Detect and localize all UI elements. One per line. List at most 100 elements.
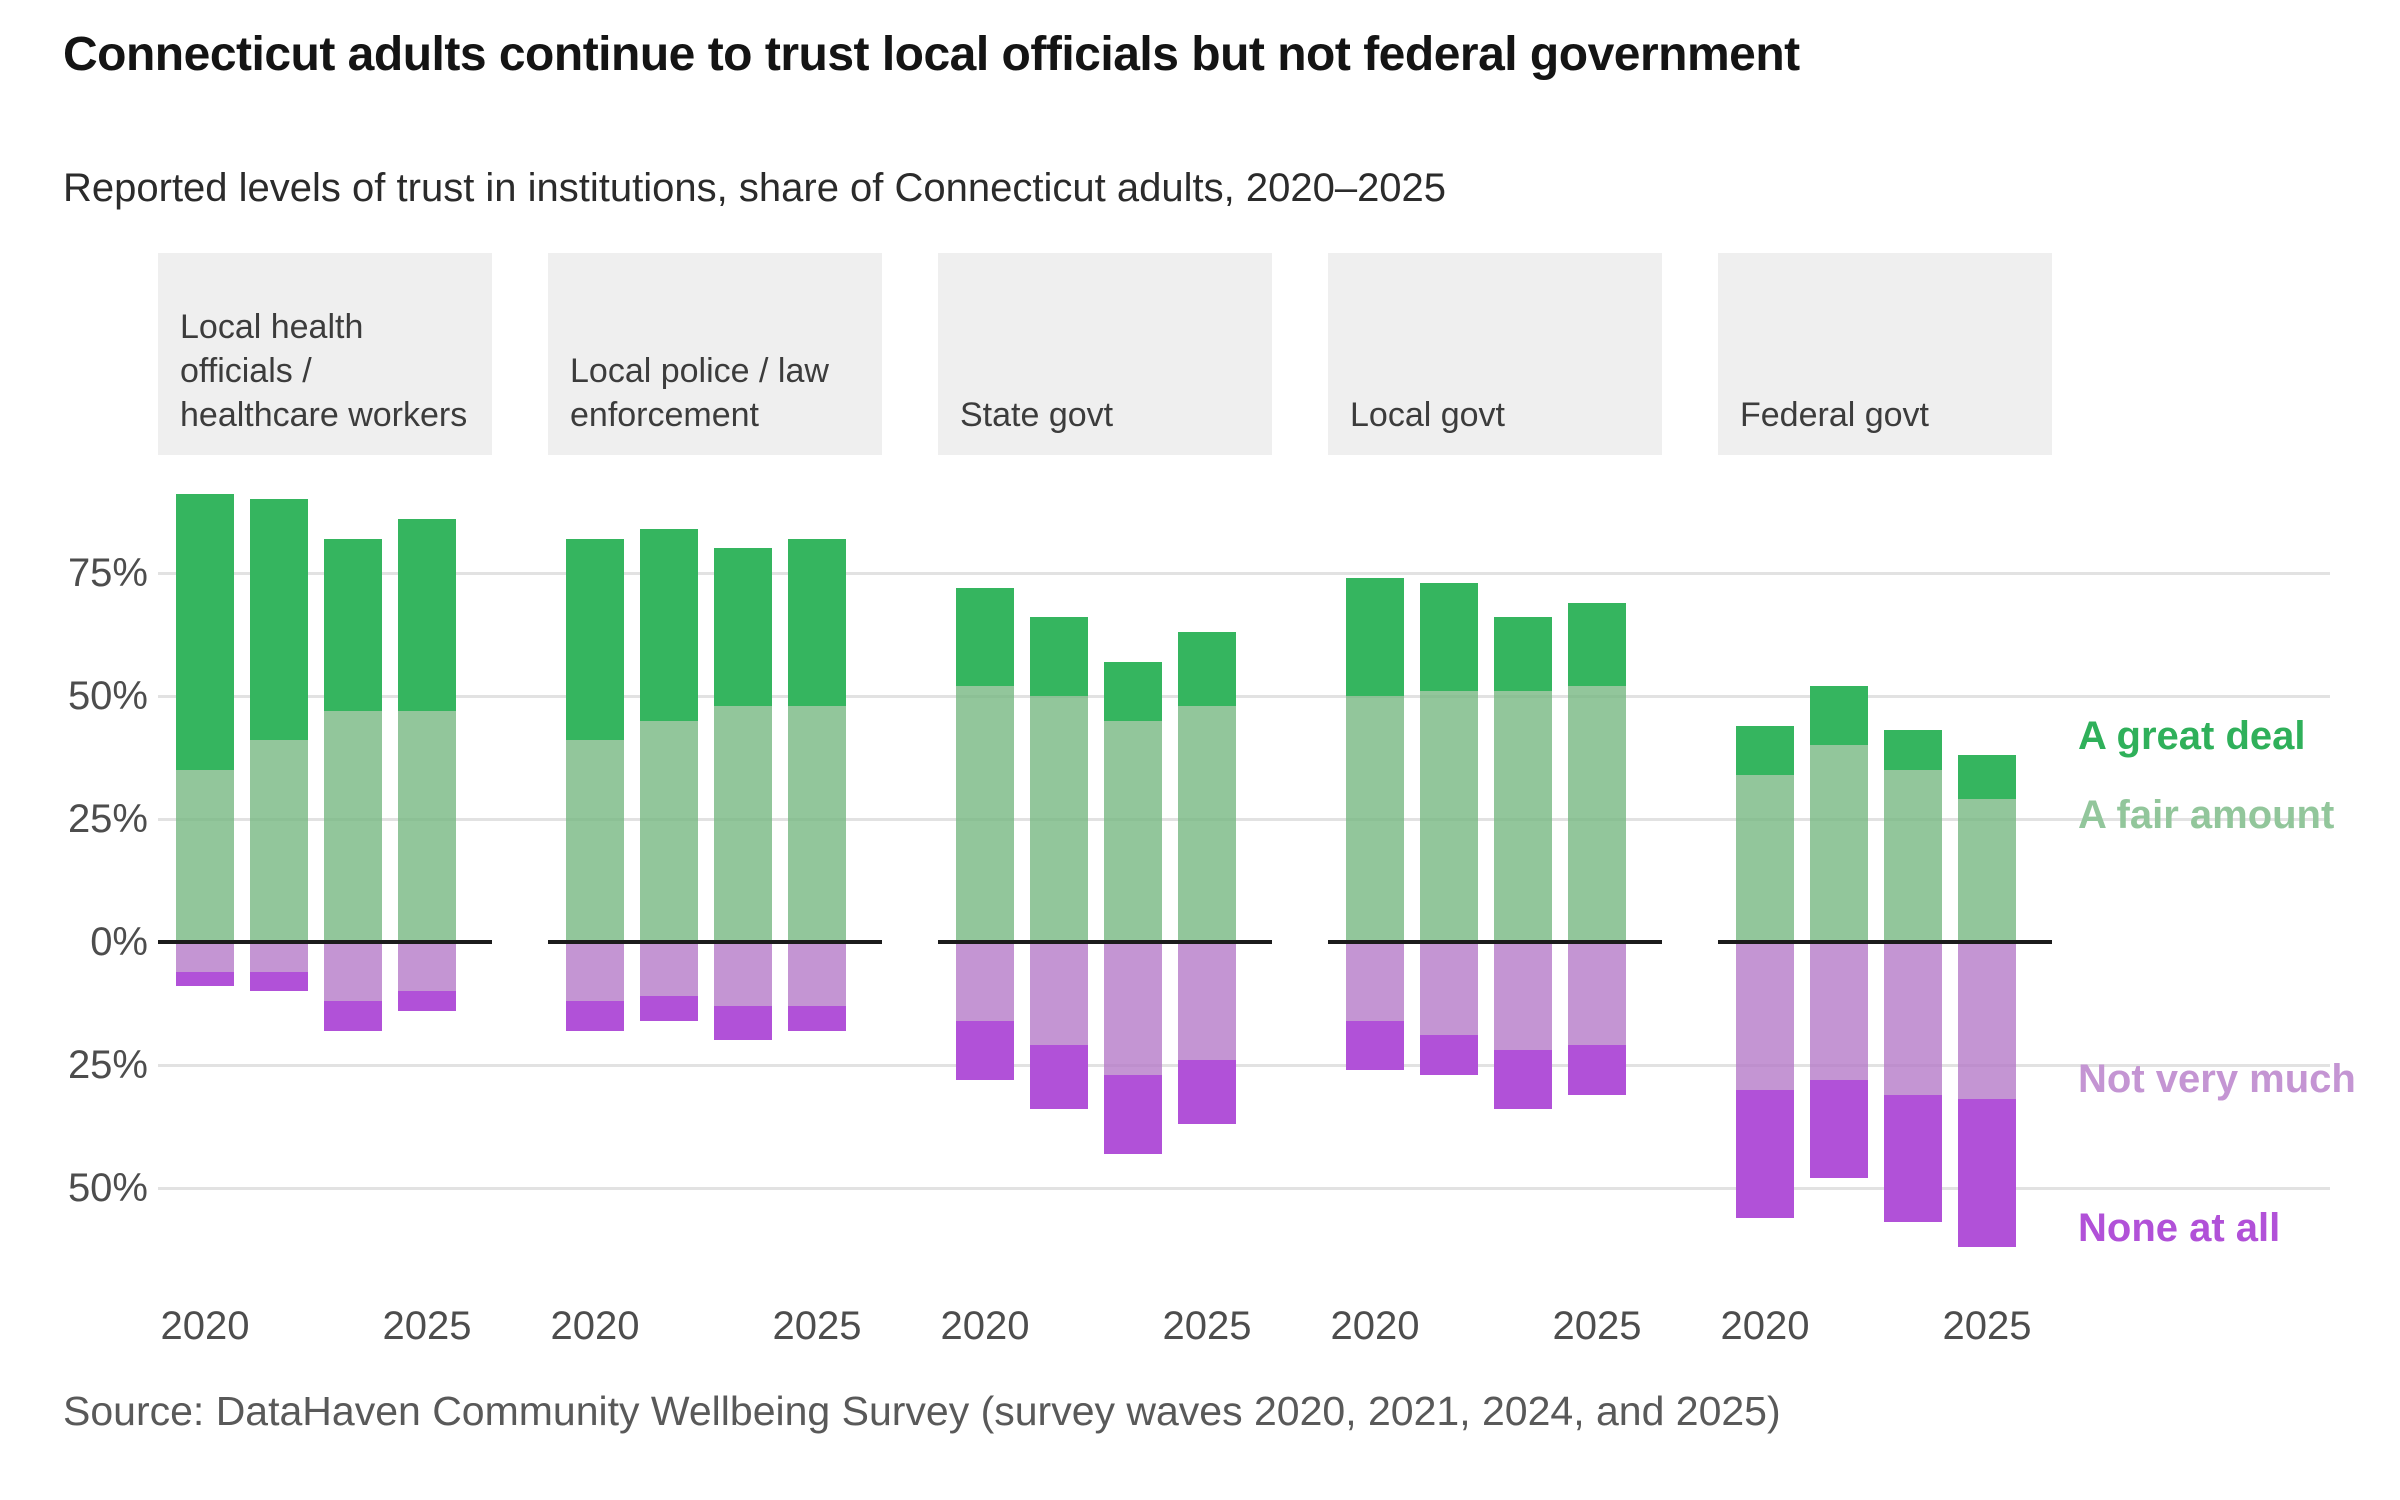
chart-title: Connecticut adults continue to trust loc… — [63, 28, 1800, 81]
bar-segment-none-at-all-2020 — [176, 971, 234, 987]
bar-segment-not-very-much-2021 — [1810, 942, 1868, 1080]
bar-segment-not-very-much-2021 — [1030, 942, 1088, 1046]
gridline — [158, 571, 2330, 575]
bar-segment-a-great-deal-2021 — [1420, 582, 1478, 692]
gridline — [158, 694, 2330, 698]
legend-label-not-very-much: Not very much — [2078, 1057, 2356, 1101]
source-note: Source: DataHaven Community Wellbeing Su… — [63, 1388, 1781, 1434]
legend-label-a-great-deal: A great deal — [2078, 714, 2306, 758]
facet-header-local-health-officials-healthcare-workers: Local health officials / healthcare work… — [158, 253, 492, 455]
bar-segment-none-at-all-2024 — [1494, 1050, 1552, 1110]
facet-header-label: Local health officials / healthcare work… — [180, 308, 468, 434]
bar-segment-a-great-deal-2021 — [250, 499, 308, 741]
bar-segment-a-fair-amount-2020 — [1346, 696, 1404, 942]
bar-segment-a-fair-amount-2021 — [1420, 691, 1478, 942]
bar-segment-a-fair-amount-2025 — [1178, 705, 1236, 942]
bar-segment-not-very-much-2025 — [788, 942, 846, 1006]
bar-segment-a-great-deal-2024 — [1104, 661, 1162, 721]
x-axis-year-label: 2025 — [772, 1304, 862, 1348]
facet-header-label: Local govt — [1350, 396, 1505, 434]
bar-segment-not-very-much-2024 — [1104, 942, 1162, 1075]
x-axis-year-label: 2025 — [1162, 1304, 1252, 1348]
bar-segment-not-very-much-2024 — [324, 942, 382, 1002]
zero-axis-line — [938, 940, 1272, 944]
bar-segment-none-at-all-2025 — [1958, 1099, 2016, 1248]
zero-axis-line — [1328, 940, 1662, 944]
legend-label-none-at-all: None at all — [2078, 1206, 2281, 1250]
bar-segment-a-fair-amount-2024 — [1884, 769, 1942, 942]
bar-segment-a-fair-amount-2025 — [788, 705, 846, 942]
bar-segment-a-great-deal-2025 — [1178, 632, 1236, 706]
facet-header-federal-govt: Federal govt — [1718, 253, 2052, 455]
bar-segment-none-at-all-2020 — [1736, 1089, 1794, 1218]
y-axis-tick-label: 75% — [67, 551, 148, 595]
x-axis-year-label: 2025 — [1552, 1304, 1642, 1348]
bar-segment-a-fair-amount-2020 — [566, 740, 624, 942]
bar-segment-none-at-all-2021 — [1810, 1079, 1868, 1179]
bar-segment-a-fair-amount-2024 — [1494, 691, 1552, 942]
bar-segment-a-great-deal-2021 — [1810, 686, 1868, 746]
bar-segment-none-at-all-2021 — [1420, 1035, 1478, 1075]
bar-segment-not-very-much-2020 — [176, 942, 234, 972]
bar-segment-none-at-all-2024 — [1884, 1094, 1942, 1223]
bar-segment-a-great-deal-2021 — [1030, 617, 1088, 696]
y-axis-tick-label: 25% — [67, 1043, 148, 1087]
facet-header-label: Local police / law enforcement — [570, 352, 829, 434]
bar-segment-a-fair-amount-2021 — [1810, 745, 1868, 942]
x-axis-year-label: 2020 — [940, 1304, 1030, 1348]
gridline — [158, 1186, 2330, 1190]
bar-segment-not-very-much-2025 — [1178, 942, 1236, 1061]
x-axis-year-label: 2020 — [1330, 1304, 1420, 1348]
facet-header-label: State govt — [960, 396, 1114, 434]
bar-segment-none-at-all-2020 — [956, 1020, 1014, 1080]
x-axis-year-label: 2025 — [382, 1304, 472, 1348]
bar-segment-a-great-deal-2020 — [1736, 725, 1794, 775]
bar-segment-none-at-all-2025 — [1178, 1060, 1236, 1125]
gridline — [158, 1063, 2330, 1067]
facet-header-state-govt: State govt — [938, 253, 1272, 455]
bar-segment-not-very-much-2024 — [714, 942, 772, 1006]
legend-label-a-fair-amount: A fair amount — [2078, 793, 2335, 837]
bar-segment-a-great-deal-2024 — [714, 548, 772, 706]
bar-segment-not-very-much-2020 — [1736, 942, 1794, 1090]
bar-segment-a-great-deal-2025 — [1568, 602, 1626, 687]
bar-segment-none-at-all-2024 — [1104, 1074, 1162, 1154]
facet-header-local-police-law-enforcement: Local police / law enforcement — [548, 253, 882, 455]
bar-segment-a-fair-amount-2025 — [1568, 686, 1626, 942]
bar-segment-a-fair-amount-2024 — [714, 705, 772, 942]
bar-segment-a-great-deal-2024 — [1884, 730, 1942, 770]
bar-segment-a-fair-amount-2020 — [1736, 774, 1794, 942]
zero-axis-line — [1718, 940, 2052, 944]
bar-segment-not-very-much-2021 — [250, 942, 308, 972]
zero-axis-line — [548, 940, 882, 944]
bar-segment-not-very-much-2024 — [1884, 942, 1942, 1095]
y-axis-tick-label: 25% — [67, 797, 148, 841]
bar-segment-a-fair-amount-2020 — [956, 686, 1014, 942]
bar-segment-none-at-all-2021 — [250, 971, 308, 992]
bar-segment-a-great-deal-2025 — [1958, 755, 2016, 800]
x-axis-year-label: 2020 — [550, 1304, 640, 1348]
y-axis-tick-label: 50% — [67, 1166, 148, 1210]
bar-segment-none-at-all-2021 — [1030, 1045, 1088, 1110]
gridline — [158, 817, 2330, 821]
bar-segment-none-at-all-2020 — [566, 1001, 624, 1031]
chart-subtitle: Reported levels of trust in institutions… — [63, 166, 1447, 210]
y-axis-tick-label: 50% — [67, 674, 148, 718]
bar-segment-a-great-deal-2024 — [1494, 617, 1552, 692]
bar-segment-none-at-all-2020 — [1346, 1020, 1404, 1070]
bar-segment-a-great-deal-2020 — [956, 587, 1014, 687]
bar-segment-a-great-deal-2020 — [1346, 577, 1404, 696]
bar-segment-none-at-all-2025 — [1568, 1045, 1626, 1095]
bar-segment-none-at-all-2024 — [324, 1001, 382, 1031]
bar-segment-not-very-much-2025 — [1568, 942, 1626, 1046]
bar-segment-a-fair-amount-2021 — [1030, 696, 1088, 942]
bar-segment-a-fair-amount-2021 — [640, 720, 698, 942]
bar-segment-not-very-much-2025 — [1958, 942, 2016, 1100]
bar-segment-a-great-deal-2025 — [788, 538, 846, 706]
bar-segment-a-great-deal-2024 — [324, 538, 382, 711]
bar-segment-a-fair-amount-2024 — [1104, 720, 1162, 942]
bar-segment-a-great-deal-2025 — [398, 518, 456, 711]
bar-segment-a-great-deal-2020 — [176, 494, 234, 770]
bar-segment-not-very-much-2020 — [1346, 942, 1404, 1021]
